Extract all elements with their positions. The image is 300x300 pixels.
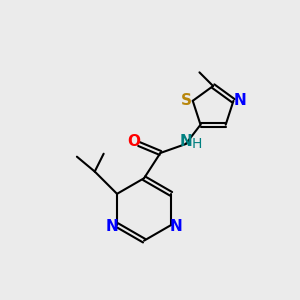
Text: N: N: [234, 93, 246, 108]
Text: H: H: [192, 137, 202, 151]
Text: N: N: [105, 219, 118, 234]
Text: O: O: [127, 134, 140, 149]
Text: N: N: [179, 134, 192, 149]
Text: N: N: [170, 219, 183, 234]
Text: S: S: [181, 93, 192, 108]
